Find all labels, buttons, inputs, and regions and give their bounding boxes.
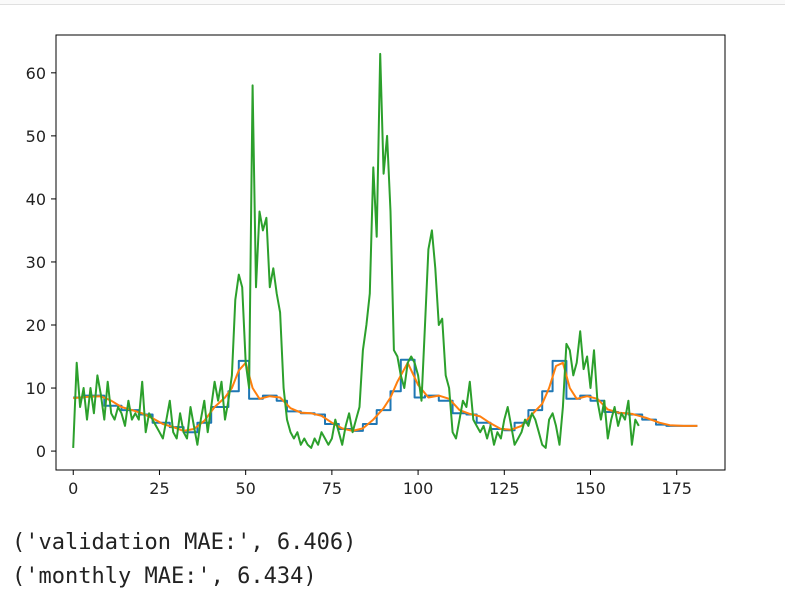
y-tick-label: 0 (36, 442, 46, 461)
x-tick-label: 175 (661, 479, 692, 498)
series-layer (72, 52, 698, 449)
series-line-3 (72, 52, 640, 449)
y-tick-label: 40 (26, 190, 46, 209)
series-line-1 (73, 358, 698, 434)
x-tick-label: 100 (403, 479, 434, 498)
y-tick-label: 30 (26, 253, 46, 272)
cell-output: ('validation MAE:', 6.406) ('monthly MAE:… (12, 526, 356, 594)
x-tick-label: 75 (322, 479, 342, 498)
x-tick-label: 50 (235, 479, 255, 498)
axes-layer: 0 25 50 75 100 125 150 175 0 10 20 30 40 50 60 (26, 64, 692, 498)
y-tick-label: 20 (26, 316, 46, 335)
cell-top-border (0, 0, 785, 5)
x-tick-label: 0 (68, 479, 78, 498)
x-tick-label: 150 (575, 479, 606, 498)
y-tick-label: 50 (26, 127, 46, 146)
x-tick-label: 125 (489, 479, 520, 498)
plot-frame (55, 34, 726, 471)
y-tick-label: 60 (26, 64, 46, 83)
y-tick-label: 10 (26, 379, 46, 398)
output-line-validation-mae: ('validation MAE:', 6.406) (12, 530, 357, 555)
output-line-monthly-mae: ('monthly MAE:', 6.434) (12, 564, 317, 589)
line-chart: 0 25 50 75 100 125 150 175 0 10 20 30 40 50 60 (26, 34, 726, 498)
x-tick-label: 25 (149, 479, 169, 498)
